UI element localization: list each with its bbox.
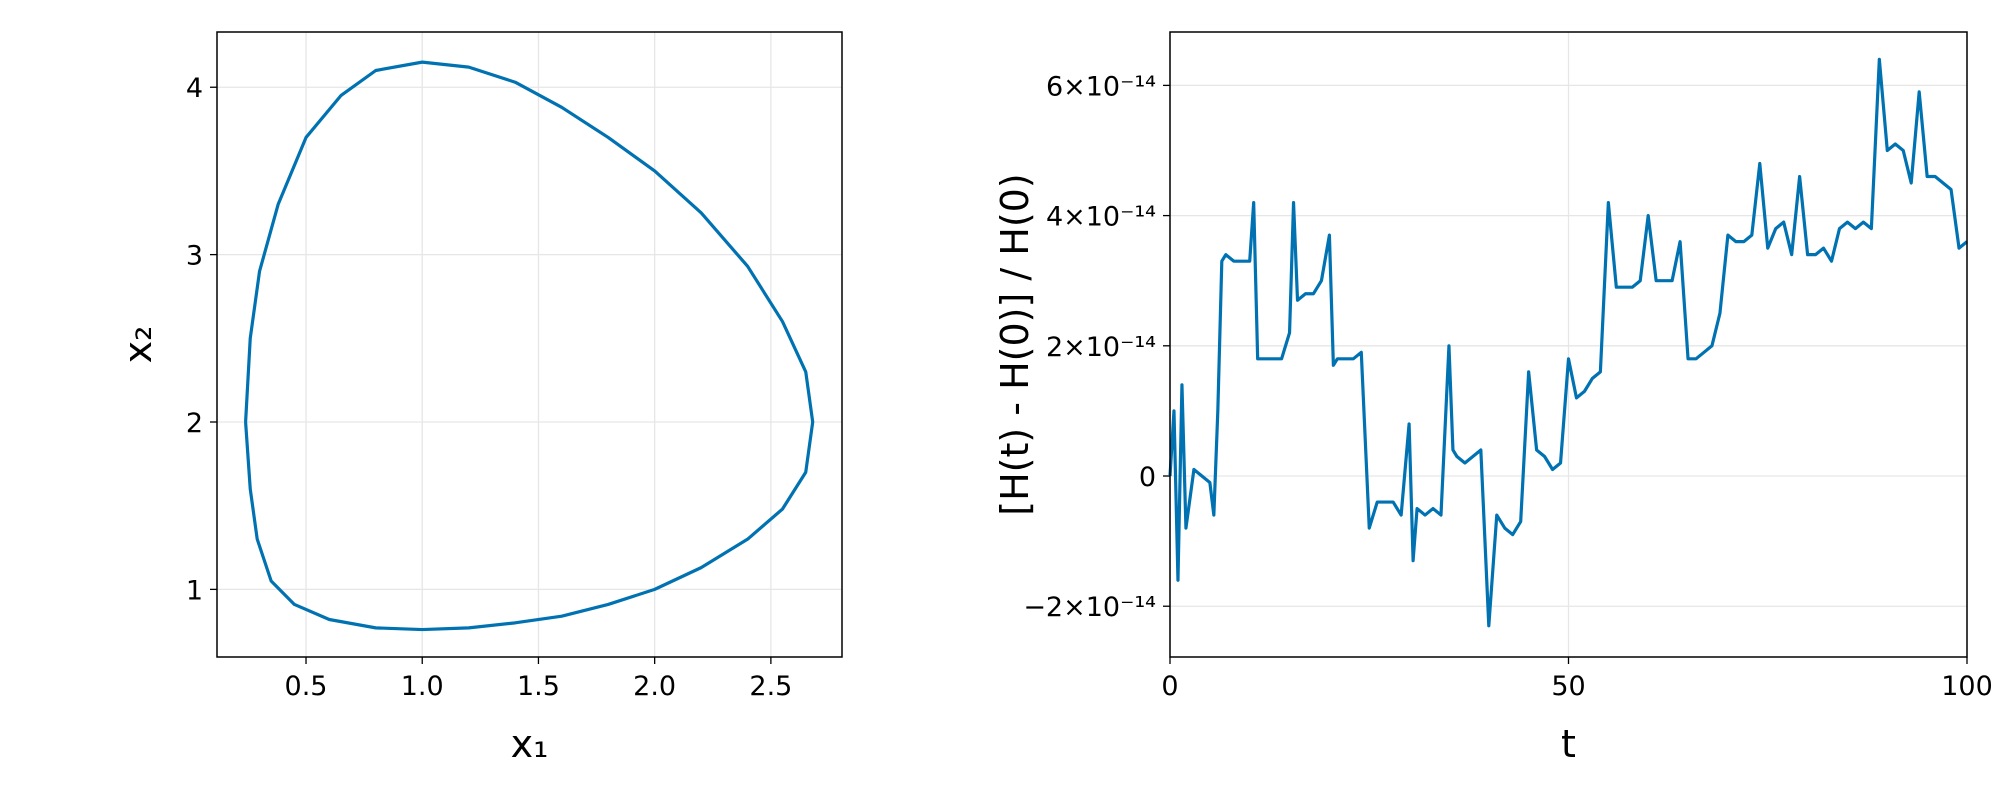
y-tick-label: 4×10⁻¹⁴ bbox=[1046, 202, 1156, 233]
x-tick-label: 100 bbox=[1941, 671, 1993, 702]
axes-frame bbox=[1169, 31, 1968, 658]
data-line bbox=[1168, 57, 1969, 628]
x-tick-label: 50 bbox=[1551, 671, 1585, 702]
x-tick-label: 1.5 bbox=[517, 671, 560, 702]
y-tick-label: −2×10⁻¹⁴ bbox=[1023, 592, 1156, 623]
y-tick-label: 3 bbox=[186, 241, 203, 272]
x-tick-label: 0.5 bbox=[285, 671, 328, 702]
x-axis-label: t bbox=[1561, 722, 1576, 766]
data-line bbox=[243, 60, 815, 632]
x-tick-label: 0 bbox=[1161, 671, 1178, 702]
y-tick-label: 0 bbox=[1139, 462, 1156, 493]
x-tick-label: 2.5 bbox=[749, 671, 792, 702]
axes-frame bbox=[216, 31, 843, 658]
x-tick-label: 2.0 bbox=[633, 671, 676, 702]
y-tick-label: 1 bbox=[186, 575, 203, 606]
x-axis-label: x₁ bbox=[511, 722, 549, 766]
y-axis-label: x₂ bbox=[116, 326, 160, 364]
y-tick-label: 4 bbox=[186, 73, 203, 104]
x-tick-label: 1.0 bbox=[401, 671, 444, 702]
y-axis-label: [H(t) - H(0)] / H(0) bbox=[993, 173, 1037, 515]
y-tick-label: 6×10⁻¹⁴ bbox=[1046, 71, 1156, 102]
y-tick-label: 2×10⁻¹⁴ bbox=[1046, 332, 1156, 363]
y-tick-label: 2 bbox=[186, 408, 203, 439]
